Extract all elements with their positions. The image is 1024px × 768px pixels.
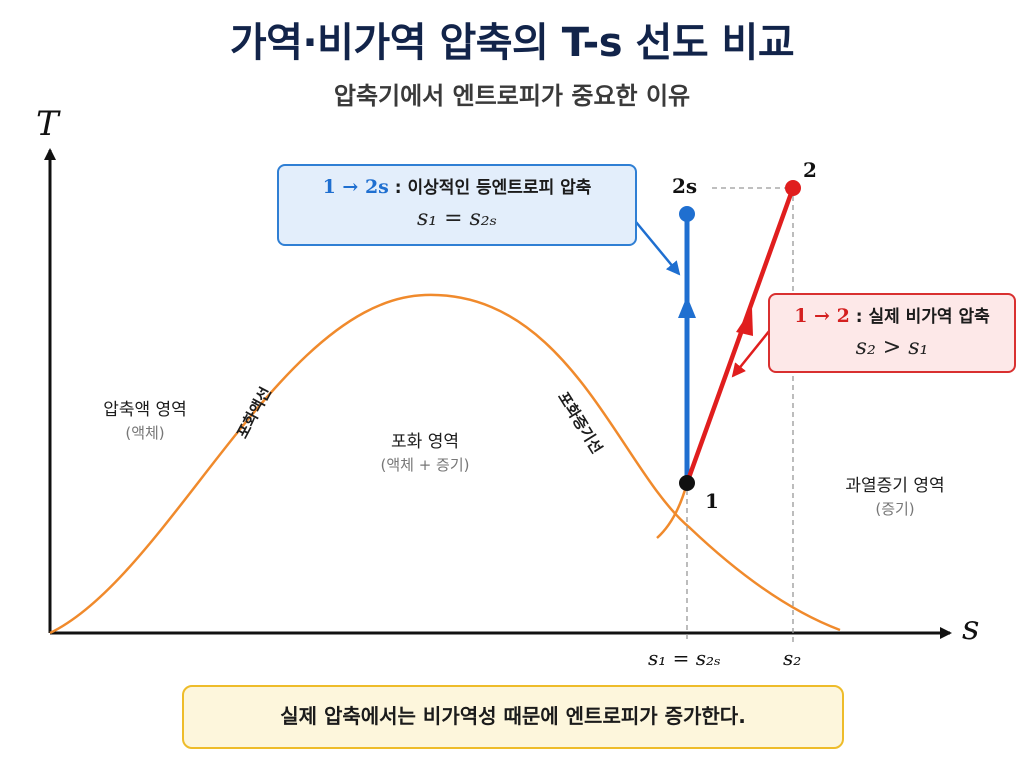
saturation-dome-curve (49, 293, 841, 635)
point-2-marker (785, 180, 801, 196)
actual-callout-arrow: 1 → 2 (794, 305, 850, 327)
compressed-liquid-region: 압축액 영역 (액체) (70, 398, 220, 444)
x-axis-label: s (962, 608, 980, 648)
compressed-liquid-name: 압축액 영역 (103, 400, 187, 420)
page-subtitle: 압축기에서 엔트로피가 중요한 이유 (333, 82, 691, 110)
ideal-callout-text: : 이상적인 등엔트로피 압축 (388, 178, 592, 198)
ideal-compression-callout: 1 → 2s : 이상적인 등엔트로피 압축 s₁ = s₂ₛ (277, 164, 637, 246)
conclusion-banner: 실제 압축에서는 비가역성 때문에 엔트로피가 증가한다. (182, 685, 844, 749)
saturated-sub: (액체 + 증기) (380, 455, 470, 474)
point-1-marker (679, 475, 695, 491)
actual-process-line (684, 187, 796, 484)
y-axis-label: T (36, 104, 59, 144)
saturated-region: 포화 영역 (액체 + 증기) (350, 430, 500, 476)
actual-callout-title: 1 → 2 : 실제 비가역 압축 (770, 302, 1014, 331)
point-2s-marker (679, 206, 695, 222)
ideal-callout-formula: s₁ = s₂ₛ (416, 205, 498, 231)
point-1-label: 1 (705, 489, 719, 513)
x-tick-s2: s₂ (783, 646, 802, 670)
actual-callout-pointer (731, 329, 771, 378)
saturated-name: 포화 영역 (391, 432, 459, 452)
compressed-liquid-sub: (액체) (125, 423, 165, 442)
ideal-process-arrow (678, 296, 696, 318)
page-title: 가역·비가역 압축의 T-s 선도 비교 (229, 20, 795, 66)
point-2-label: 2 (803, 158, 817, 182)
superheated-name: 과열증기 영역 (845, 476, 945, 496)
actual-callout-text: : 실제 비가역 압축 (849, 307, 990, 327)
superheated-region: 과열증기 영역 (증기) (815, 474, 975, 520)
point-2s-label: 2s (672, 174, 698, 198)
ideal-callout-pointer (635, 221, 681, 276)
actual-compression-callout: 1 → 2 : 실제 비가역 압축 s₂ > s₁ (768, 293, 1016, 373)
actual-callout-formula: s₂ > s₁ (855, 334, 929, 360)
ideal-callout-arrow: 1 → 2s (322, 176, 389, 198)
x-tick-s1: s₁ = s₂ₛ (648, 646, 721, 670)
superheated-sub: (증기) (875, 499, 915, 518)
actual-process-arrow (736, 308, 753, 336)
ideal-callout-title: 1 → 2s : 이상적인 등엔트로피 압축 (279, 173, 635, 202)
